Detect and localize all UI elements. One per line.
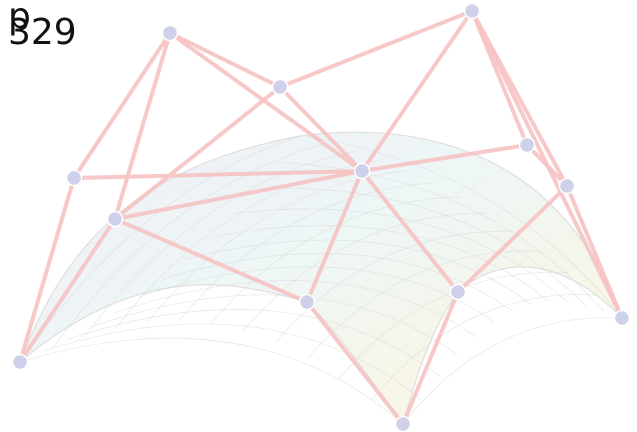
surface-grid-line — [281, 162, 605, 312]
control-edge — [360, 143, 529, 173]
control-net-points — [11, 2, 631, 432]
surface-grid-line — [83, 150, 354, 338]
control-point — [11, 353, 29, 371]
surface-grid-line — [67, 309, 440, 377]
control-point — [463, 2, 481, 20]
control-edge — [113, 85, 282, 221]
surface-grid-line — [338, 271, 569, 379]
surface-grid-line — [19, 135, 301, 363]
surface-grid-line — [51, 143, 327, 350]
control-net-edges — [18, 9, 624, 426]
control-point — [161, 24, 179, 42]
surface-grid-line — [233, 208, 568, 303]
control-edge — [113, 31, 172, 221]
control-edge — [168, 31, 364, 173]
control-edge — [18, 217, 117, 364]
surface-grid-line — [211, 196, 462, 324]
control-edge — [18, 176, 76, 364]
control-point — [449, 283, 467, 301]
control-edge — [305, 169, 364, 304]
control-edge — [360, 169, 460, 294]
surface-grid-line — [209, 225, 550, 302]
surface-grid-line — [43, 323, 422, 400]
control-point — [65, 169, 83, 187]
control-point — [298, 293, 316, 311]
control-point — [394, 415, 412, 432]
surface — [19, 131, 623, 426]
surface-grid-line — [115, 159, 381, 329]
control-point — [518, 136, 536, 154]
control-edge — [305, 300, 405, 426]
control-point — [271, 78, 289, 96]
label: p 329 — [8, 0, 77, 53]
control-point — [353, 162, 371, 180]
surface-grid-line — [370, 294, 596, 401]
surface-grid — [19, 135, 623, 425]
control-point — [613, 309, 631, 327]
surface-grid-line — [275, 230, 515, 343]
control-edge — [72, 169, 364, 180]
label-line-2: 329 — [8, 12, 77, 53]
surface-grid-line — [186, 239, 531, 305]
surface-grid-line — [402, 317, 623, 425]
surface-grid-line — [304, 135, 623, 319]
control-point — [558, 177, 576, 195]
surface-grid-line — [257, 187, 586, 306]
surface-grid-line — [243, 212, 488, 331]
control-edge — [168, 31, 282, 89]
control-edge — [470, 9, 624, 320]
control-edge — [401, 290, 460, 426]
control-edge — [456, 184, 569, 294]
control-point — [106, 210, 124, 228]
control-edge — [113, 217, 309, 304]
control-edge — [278, 9, 474, 89]
label-line-1: p — [8, 0, 31, 37]
surface-grid-line — [19, 337, 404, 425]
control-edge — [113, 169, 364, 221]
control-edge — [72, 31, 172, 180]
control-edge — [360, 9, 474, 173]
control-edge — [278, 85, 364, 173]
surface-grid-line — [179, 182, 435, 321]
